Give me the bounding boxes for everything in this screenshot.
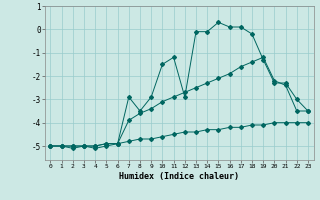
X-axis label: Humidex (Indice chaleur): Humidex (Indice chaleur) xyxy=(119,172,239,181)
